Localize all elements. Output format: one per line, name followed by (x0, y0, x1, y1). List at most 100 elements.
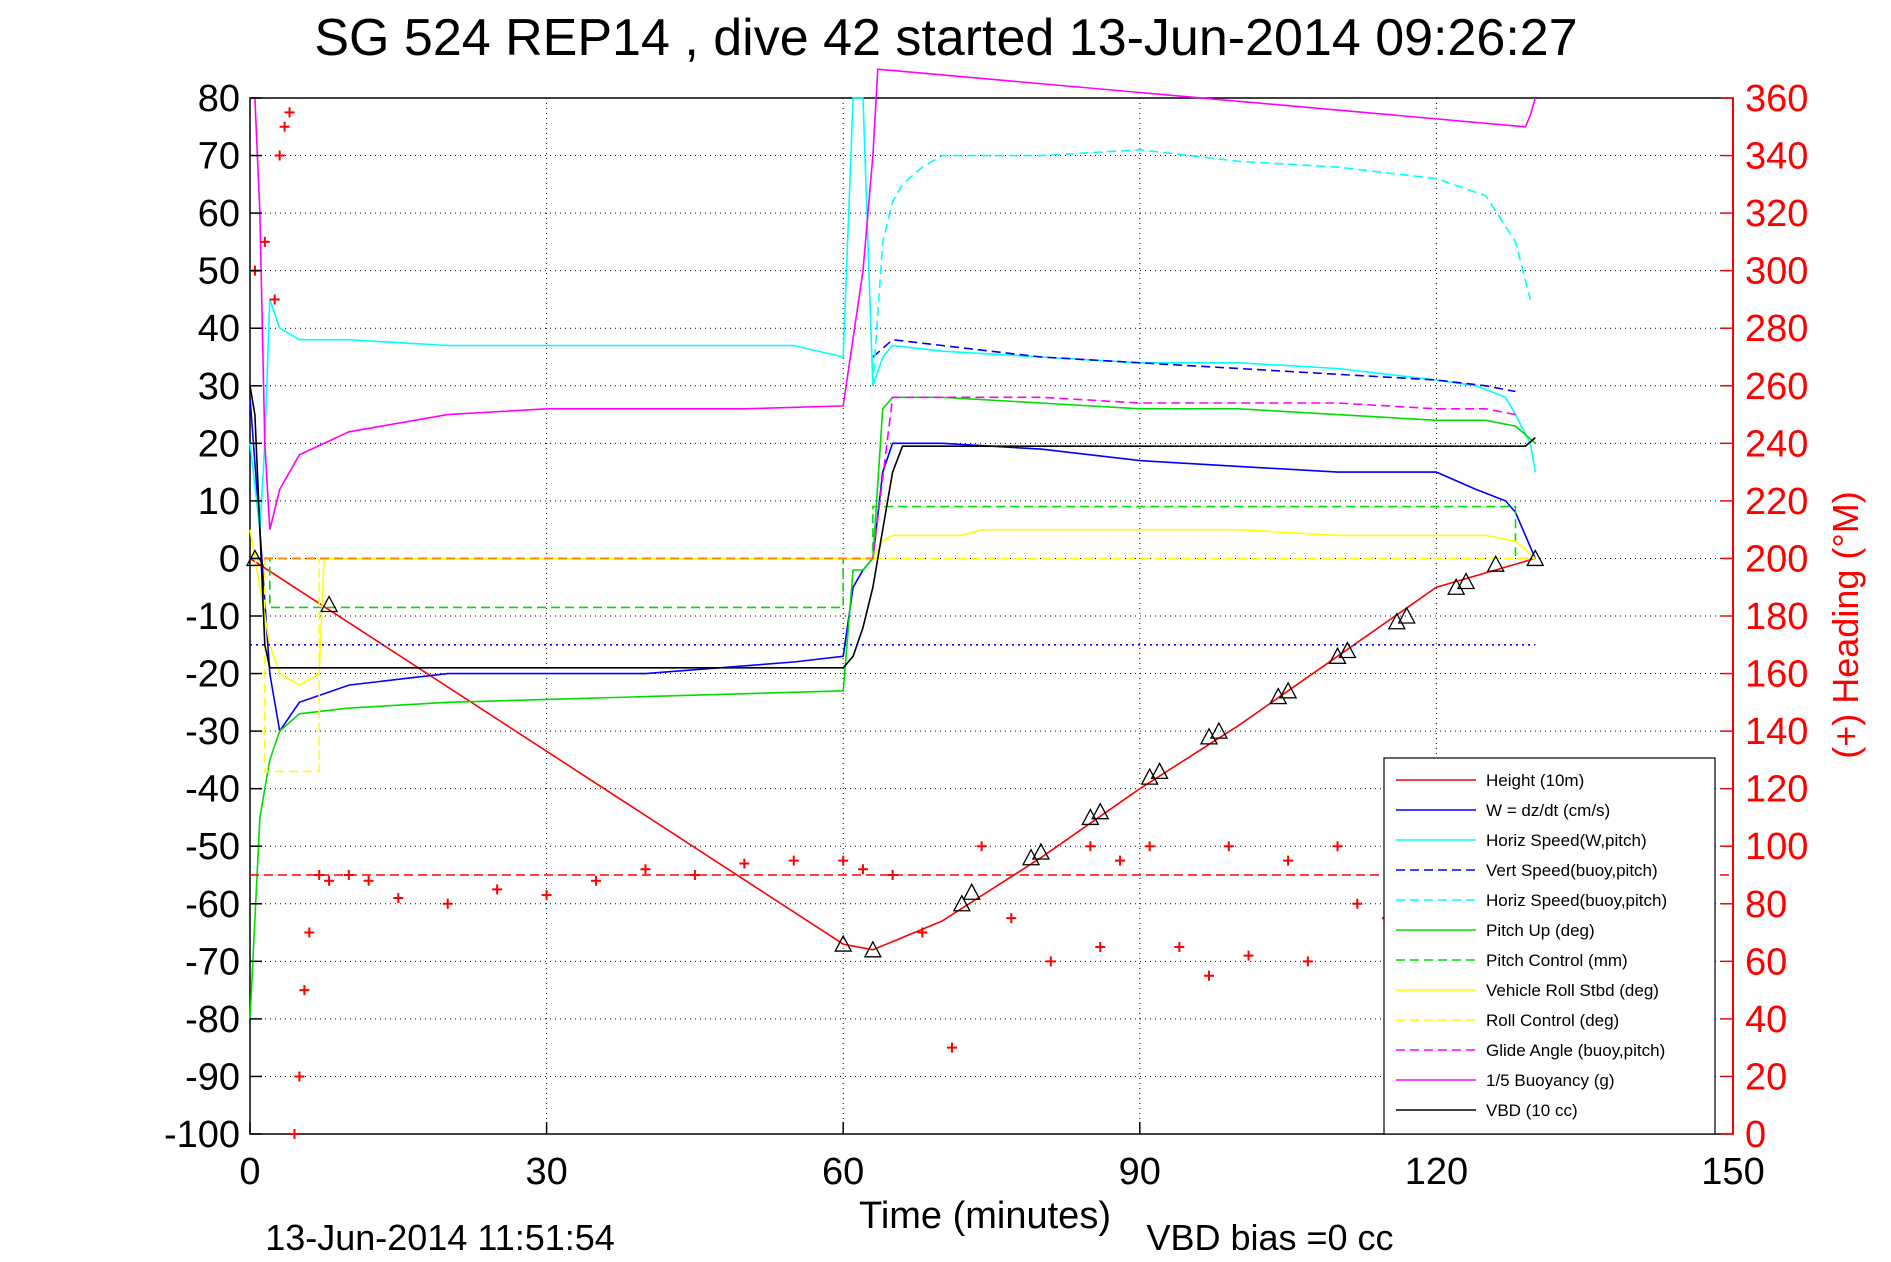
gps-marker (1021, 848, 1041, 866)
gps-marker (1150, 762, 1169, 780)
right-y-tick-label: 260 (1745, 366, 1808, 408)
gps-marker (1031, 842, 1051, 860)
gps-marker (1279, 681, 1298, 699)
heading-marker (324, 875, 335, 886)
heading-marker (304, 927, 315, 938)
legend-entry: 1/5 Buoyancy (g) (1486, 1071, 1615, 1090)
right-y-tick-label: 200 (1745, 538, 1808, 580)
heading-marker (1006, 913, 1017, 924)
heading-marker (269, 294, 280, 305)
legend-entry: Horiz Speed(buoy,pitch) (1486, 891, 1667, 910)
gps-marker (1269, 687, 1288, 705)
heading-marker (492, 884, 503, 895)
legend-entry: Pitch Up (deg) (1486, 921, 1595, 940)
heading-marker (917, 927, 928, 938)
gps-marker (863, 940, 882, 958)
heading-marker (1352, 898, 1363, 909)
right-y-tick-label: 300 (1745, 251, 1808, 293)
gps-marker (1456, 572, 1476, 590)
heading-marker (442, 898, 453, 909)
legend-entry: Glide Angle (buoy,pitch) (1486, 1041, 1665, 1060)
legend: Height (10m) W = dz/dt (cm/s) Horiz Speed(… (1383, 757, 1716, 1135)
y-tick-label: 80 (198, 78, 240, 120)
y-tick-label: 20 (198, 423, 240, 465)
right-y-tick-label: 240 (1745, 423, 1808, 465)
heading-marker (259, 236, 270, 247)
heading-marker (1144, 841, 1155, 852)
heading-marker (343, 870, 354, 880)
x-tick-label: 0 (239, 1151, 260, 1193)
gps-marker (1209, 721, 1228, 739)
heading-marker (1302, 956, 1313, 967)
legend-box (1383, 757, 1716, 1135)
y-tick-label: -40 (185, 769, 240, 811)
heading-marker (788, 855, 799, 866)
gps-marker (1091, 802, 1110, 820)
right-axis-label: (+) Heading (°M) (1825, 491, 1866, 758)
footer-vbd-bias: VBD bias =0 cc (1146, 1217, 1393, 1258)
right-y-tick-label: 120 (1745, 769, 1808, 811)
series-line (872, 148, 1532, 386)
y-tick-label: -90 (185, 1056, 240, 1098)
series-line (872, 338, 1516, 393)
gps-marker (1397, 606, 1416, 624)
y-tick-label: -20 (185, 654, 240, 696)
right-y-tick-label: 280 (1745, 308, 1808, 350)
right-y-tick-label: 60 (1745, 941, 1787, 983)
chart-title: SG 524 REP14 , dive 42 started 13-Jun-20… (314, 9, 1577, 67)
heading-marker (1223, 841, 1234, 852)
heading-marker (946, 1042, 957, 1053)
right-y-tick-label: 140 (1745, 711, 1808, 753)
legend-entry: Roll Control (deg) (1486, 1011, 1619, 1030)
y-tick-label: -70 (185, 941, 240, 983)
footer-timestamp: 13-Jun-2014 11:51:54 (265, 1217, 615, 1258)
y-tick-label: -100 (164, 1114, 240, 1156)
y-tick-label: -50 (185, 826, 240, 868)
legend-entry: Pitch Control (mm) (1486, 951, 1628, 970)
gps-marker (1081, 808, 1100, 826)
heading-marker (274, 150, 285, 161)
right-y-tick-label: 100 (1745, 826, 1808, 868)
heading-marker (284, 107, 295, 118)
legend-entry: W = dz/dt (cm/s) (1486, 801, 1610, 820)
gps-marker (1526, 549, 1545, 567)
heading-marker (1243, 950, 1254, 961)
y-tick-label: 0 (219, 538, 240, 580)
y-tick-label: 50 (198, 251, 240, 293)
y-tick-label: 10 (198, 481, 240, 523)
heading-marker (541, 890, 552, 901)
heading-marker (393, 893, 404, 904)
heading-marker (1115, 855, 1126, 866)
right-y-tick-label: 0 (1745, 1114, 1766, 1156)
heading-marker (294, 1071, 305, 1082)
heading-marker (739, 858, 750, 869)
y-tick-label: 70 (198, 136, 240, 178)
right-y-tick-label: 220 (1745, 481, 1808, 523)
y-tick-label: -80 (185, 999, 240, 1041)
right-y-tick-label: 360 (1745, 78, 1808, 120)
heading-marker (279, 121, 290, 132)
y-tick-label: -60 (185, 884, 240, 926)
heading-marker (314, 870, 325, 880)
x-tick-label: 120 (1405, 1151, 1468, 1193)
heading-marker (689, 870, 700, 880)
x-tick-label: 150 (1701, 1151, 1764, 1193)
series-line (249, 528, 1536, 687)
gps-marker (962, 882, 981, 900)
series-line (250, 557, 1536, 773)
y-tick-label: 60 (198, 193, 240, 235)
x-tick-label: 30 (525, 1151, 567, 1193)
heading-marker (289, 1129, 300, 1139)
gps-marker (1328, 646, 1347, 664)
right-y-tick-label: 40 (1745, 999, 1787, 1041)
gps-marker (1140, 767, 1159, 785)
heading-marker (1045, 956, 1056, 967)
x-tick-label: 90 (1119, 1151, 1161, 1193)
right-y-tick-label: 20 (1745, 1056, 1787, 1098)
gps-marker (1199, 727, 1219, 745)
y-tick-label: 40 (198, 308, 240, 350)
heading-marker (976, 841, 987, 852)
gps-marker (1338, 641, 1357, 659)
right-y-tick-label: 80 (1745, 884, 1787, 926)
